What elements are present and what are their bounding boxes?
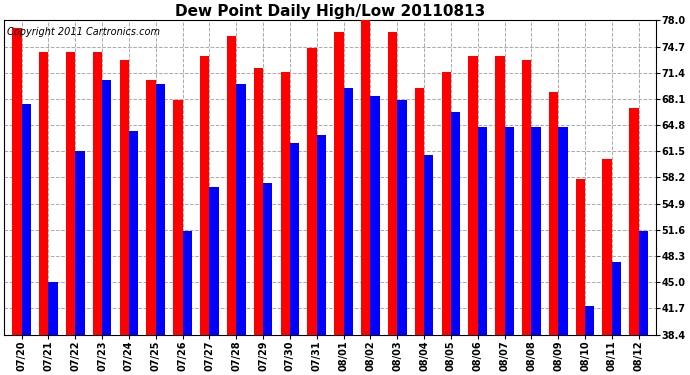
Bar (495, 56, 504, 334)
Bar (344, 88, 353, 334)
Bar (210, 187, 219, 334)
Bar (200, 56, 210, 334)
Bar (585, 306, 595, 334)
Bar (531, 128, 541, 335)
Bar (424, 155, 433, 334)
Bar (371, 96, 380, 334)
Title: Dew Point Daily High/Low 20110813: Dew Point Daily High/Low 20110813 (175, 4, 485, 19)
Bar (477, 128, 487, 335)
Bar (254, 68, 263, 335)
Bar (173, 100, 183, 334)
Bar (602, 159, 612, 334)
Bar (629, 108, 639, 334)
Bar (317, 135, 326, 334)
Bar (119, 60, 129, 334)
Bar (102, 80, 112, 334)
Bar (549, 92, 558, 334)
Bar (442, 72, 451, 334)
Bar (469, 56, 477, 334)
Bar (415, 88, 424, 334)
Bar (290, 143, 299, 334)
Bar (48, 282, 58, 334)
Bar (129, 131, 138, 334)
Bar (21, 104, 31, 334)
Bar (558, 128, 568, 335)
Bar (281, 72, 290, 334)
Bar (227, 36, 236, 334)
Bar (146, 80, 156, 334)
Bar (307, 48, 317, 334)
Bar (388, 32, 397, 334)
Bar (39, 52, 48, 334)
Bar (504, 128, 514, 335)
Bar (334, 32, 344, 334)
Bar (156, 84, 165, 334)
Bar (183, 231, 192, 334)
Bar (522, 60, 531, 334)
Bar (361, 12, 371, 334)
Bar (263, 183, 273, 334)
Bar (397, 100, 406, 334)
Bar (236, 84, 246, 334)
Bar (575, 179, 585, 334)
Bar (451, 112, 460, 334)
Bar (639, 231, 648, 334)
Bar (66, 52, 75, 334)
Bar (12, 28, 21, 334)
Bar (612, 262, 621, 334)
Bar (92, 52, 102, 334)
Bar (75, 151, 85, 334)
Text: Copyright 2011 Cartronics.com: Copyright 2011 Cartronics.com (8, 27, 161, 37)
